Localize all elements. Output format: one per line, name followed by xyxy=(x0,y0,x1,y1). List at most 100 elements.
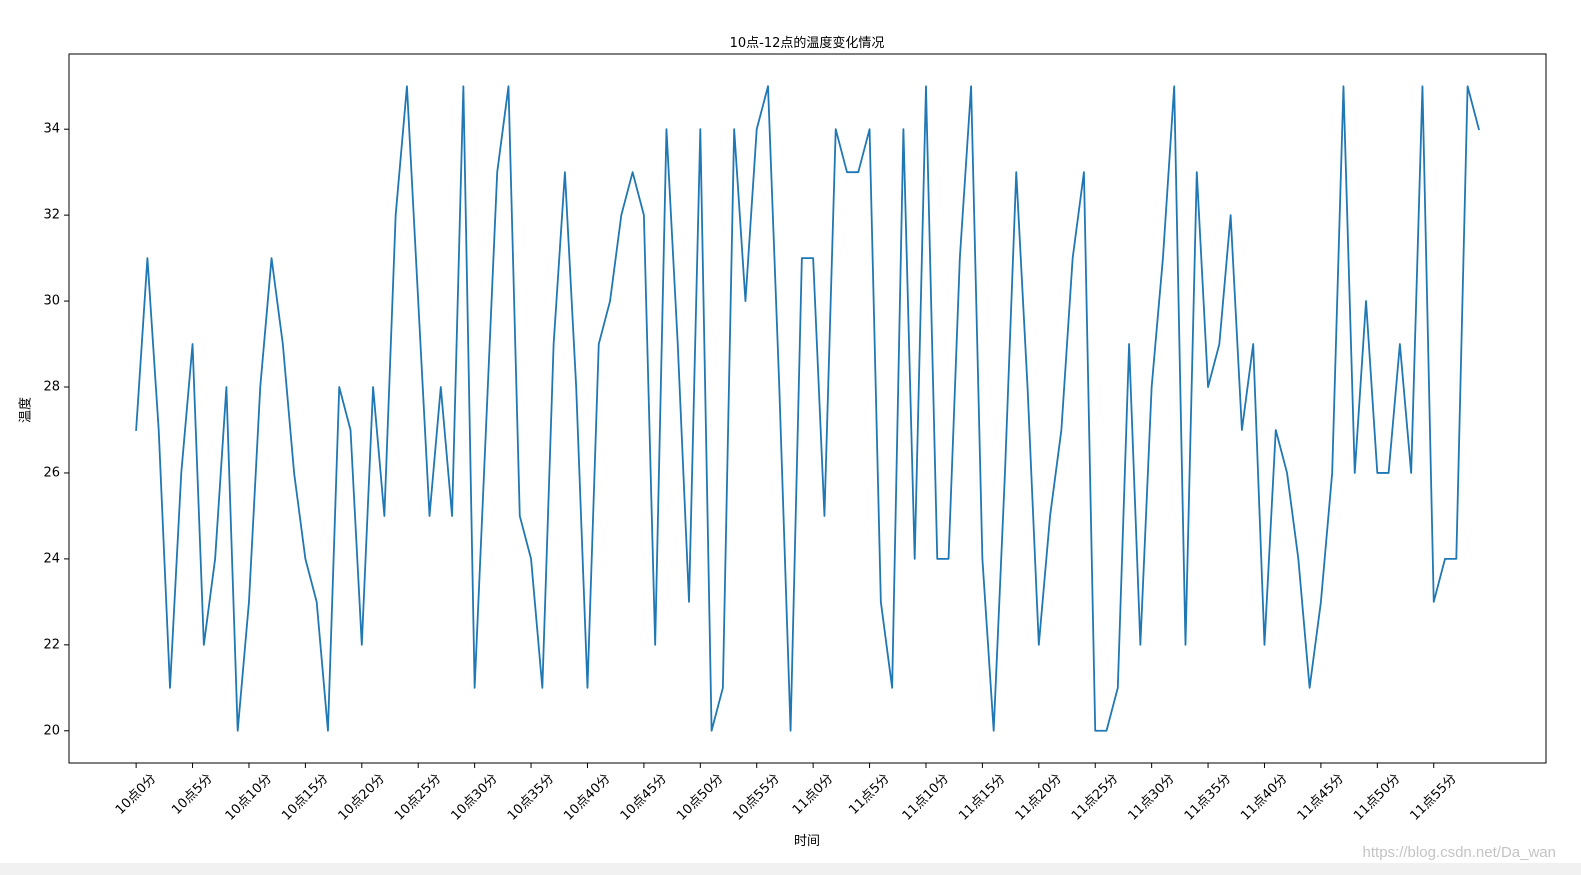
data-point xyxy=(710,729,714,733)
data-point xyxy=(1398,342,1402,346)
data-point xyxy=(145,256,149,260)
y-axis-label: 温度 xyxy=(18,397,34,423)
data-point xyxy=(822,514,826,518)
data-point xyxy=(1217,342,1221,346)
data-point xyxy=(1409,471,1413,475)
data-point xyxy=(224,385,228,389)
data-point xyxy=(247,600,251,604)
data-point xyxy=(281,342,285,346)
data-point xyxy=(901,127,905,131)
data-point xyxy=(1375,471,1379,475)
data-point xyxy=(992,729,996,733)
data-point xyxy=(191,342,195,346)
data-point xyxy=(1308,686,1312,690)
y-tick-label: 24 xyxy=(43,551,60,566)
data-point xyxy=(371,385,375,389)
data-point xyxy=(969,84,973,88)
data-point xyxy=(360,643,364,647)
data-point xyxy=(236,729,240,733)
data-point xyxy=(213,557,217,561)
y-tick-label: 32 xyxy=(43,208,60,223)
data-point xyxy=(868,127,872,131)
data-point xyxy=(1454,557,1458,561)
data-point xyxy=(924,84,928,88)
watermark: https://blog.csdn.net/Da_wan xyxy=(1363,844,1556,861)
data-point xyxy=(1240,428,1244,432)
data-point xyxy=(1274,428,1278,432)
data-point xyxy=(755,127,759,131)
data-point xyxy=(1466,84,1470,88)
data-point xyxy=(315,600,319,604)
data-point xyxy=(619,213,623,217)
data-point xyxy=(1003,471,1007,475)
data-point xyxy=(394,213,398,217)
data-point xyxy=(642,213,646,217)
data-point xyxy=(721,686,725,690)
data-point xyxy=(1026,385,1030,389)
data-point xyxy=(789,729,793,733)
data-point xyxy=(1082,170,1086,174)
data-point xyxy=(698,127,702,131)
data-point xyxy=(382,514,386,518)
data-point xyxy=(1195,170,1199,174)
data-point xyxy=(631,170,635,174)
data-point xyxy=(349,428,353,432)
data-point xyxy=(743,299,747,303)
y-tick-label: 22 xyxy=(43,637,60,652)
y-tick-label: 26 xyxy=(43,465,60,480)
data-point xyxy=(676,342,680,346)
data-point xyxy=(935,557,939,561)
data-point xyxy=(777,385,781,389)
data-point xyxy=(585,686,589,690)
data-point xyxy=(168,686,172,690)
data-point xyxy=(664,127,668,131)
data-point xyxy=(1048,514,1052,518)
data-point xyxy=(428,514,432,518)
data-point xyxy=(495,170,499,174)
y-tick-label: 20 xyxy=(43,723,60,738)
data-point xyxy=(270,256,274,260)
data-point xyxy=(1183,643,1187,647)
data-point xyxy=(1387,471,1391,475)
data-point xyxy=(1251,342,1255,346)
data-point xyxy=(461,84,465,88)
data-point xyxy=(416,299,420,303)
data-point xyxy=(1319,600,1323,604)
data-point xyxy=(687,600,691,604)
data-point xyxy=(439,385,443,389)
data-point xyxy=(1432,600,1436,604)
data-point xyxy=(732,127,736,131)
data-point xyxy=(258,385,262,389)
plot-area xyxy=(135,84,1480,733)
data-point xyxy=(1341,84,1345,88)
data-point xyxy=(1127,342,1131,346)
data-point xyxy=(1138,643,1142,647)
data-point xyxy=(1262,643,1266,647)
data-point xyxy=(540,686,544,690)
data-point xyxy=(1353,471,1357,475)
data-point xyxy=(326,729,330,733)
data-point xyxy=(1364,299,1368,303)
data-point xyxy=(518,514,522,518)
data-point xyxy=(1229,213,1233,217)
data-point xyxy=(1014,170,1018,174)
x-axis-label: 时间 xyxy=(794,834,820,849)
data-point xyxy=(1071,256,1075,260)
data-point xyxy=(1105,729,1109,733)
data-point xyxy=(450,514,454,518)
data-point xyxy=(1172,84,1176,88)
data-point xyxy=(879,600,883,604)
chart-title: 10点-12点的温度变化情况 xyxy=(730,35,885,51)
bottom-strip xyxy=(0,863,1581,875)
data-point xyxy=(179,471,183,475)
data-point xyxy=(653,643,657,647)
data-point xyxy=(337,385,341,389)
data-point xyxy=(529,557,533,561)
data-point xyxy=(1285,471,1289,475)
data-point xyxy=(1161,256,1165,260)
data-point xyxy=(574,385,578,389)
data-point xyxy=(473,686,477,690)
data-point xyxy=(856,170,860,174)
